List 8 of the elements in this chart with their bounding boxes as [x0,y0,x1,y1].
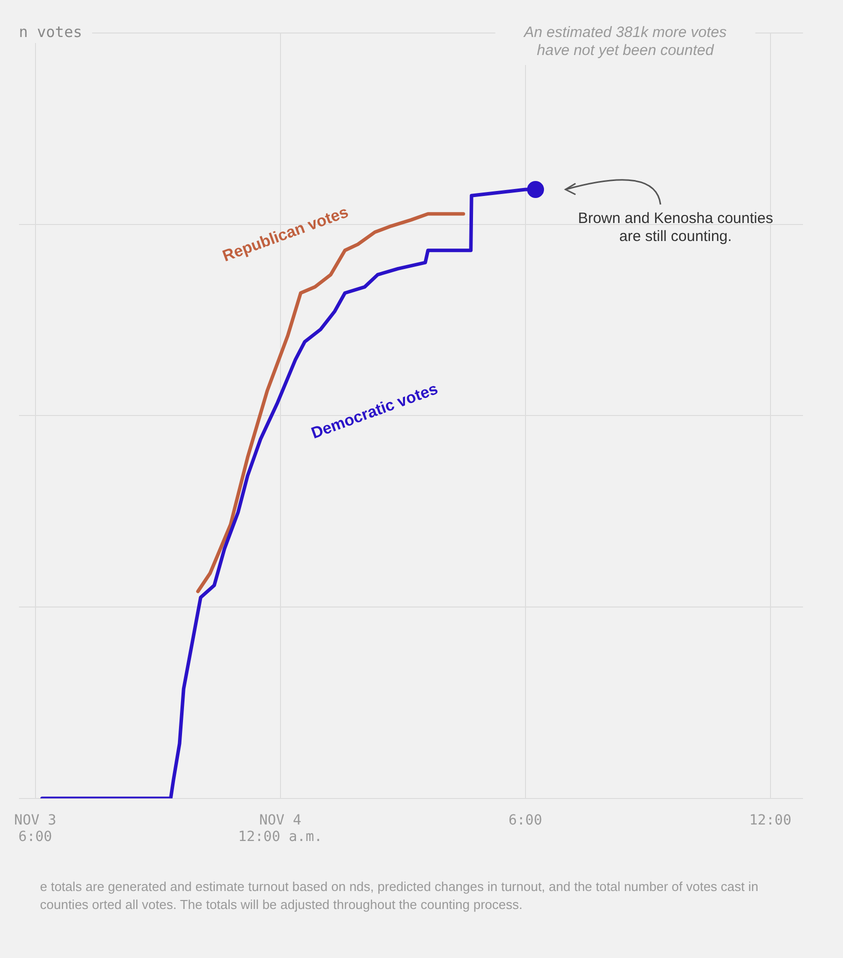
x-tick-label: 6:00 [508,812,542,828]
x-tick-label: 12:00 [749,812,792,828]
annotation: Brown and Kenosha counties are still counting. [578,210,774,246]
text: An estimated 381k more votes have not yet been counted [523,24,728,60]
x-tick-label: NOV 4 12:00 a.m. [238,812,322,846]
text: n votes [18,22,82,41]
x-tick-label: NOV 3 6:00 [14,812,56,846]
text: e totals are generated and estimate turnout based on nds, predicted changes in turnout, and the total number of votes cast in counties orted all votes. The totals will be adjusted throughout the counting process. [40,878,760,914]
